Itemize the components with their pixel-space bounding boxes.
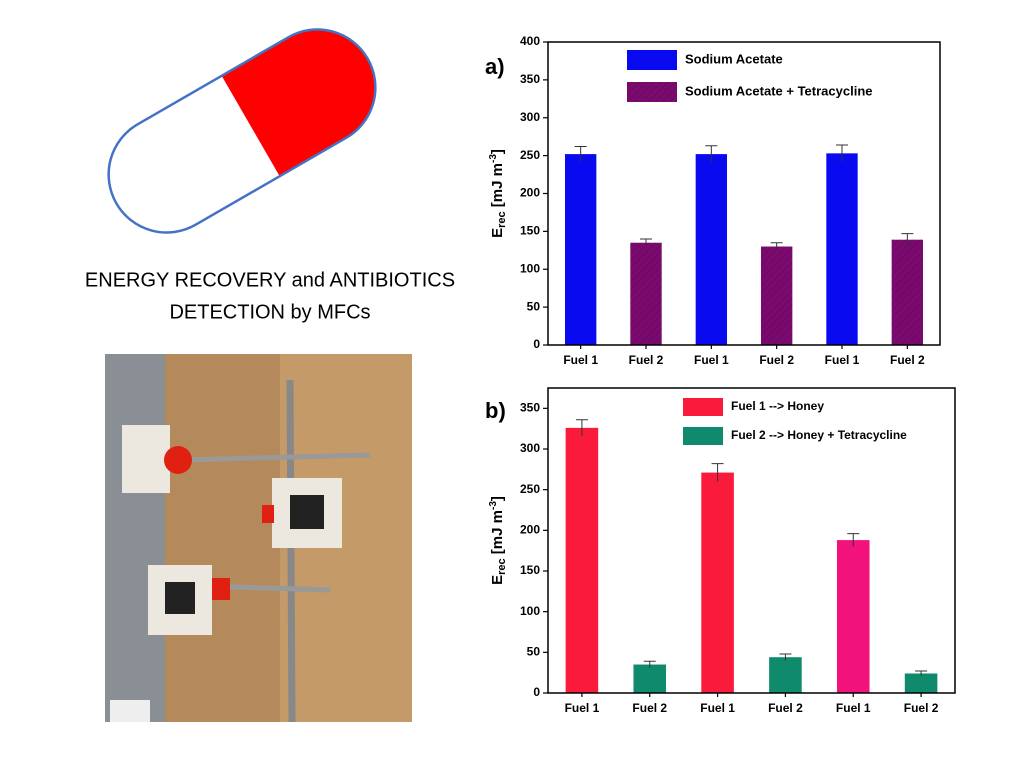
- bar: [633, 664, 667, 693]
- bar: [769, 657, 802, 693]
- y-tick-label: 350: [520, 401, 540, 415]
- capsule: [107, 28, 377, 234]
- x-tick-label: Fuel 1: [836, 701, 871, 715]
- legend-label: Fuel 1 --> Honey: [731, 399, 824, 413]
- y-axis-label-part: E: [489, 228, 506, 238]
- y-tick-label: 0: [533, 337, 540, 351]
- panel-label: b): [485, 398, 506, 423]
- y-axis-label: Erec [mJ m-3]: [488, 149, 508, 238]
- error-bar: [915, 670, 928, 676]
- bar: [826, 153, 858, 345]
- x-tick-label: Fuel 2: [759, 353, 794, 367]
- y-axis-label-part: -3: [488, 501, 499, 510]
- error-bar: [575, 419, 588, 436]
- error-bar: [574, 146, 587, 162]
- y-tick-label: 200: [520, 186, 540, 200]
- bar-hatch: [891, 239, 924, 345]
- y-tick-label: 250: [520, 148, 540, 162]
- x-tick-label: Fuel 2: [890, 353, 925, 367]
- caption-line: DETECTION by MFCs: [169, 301, 370, 323]
- bar: [564, 154, 597, 345]
- error-bar: [705, 145, 718, 163]
- y-axis-label-part: rec: [496, 558, 508, 575]
- y-axis-label: Erec [mJ m-3]: [488, 496, 508, 585]
- y-tick-label: 150: [520, 563, 540, 577]
- bar: [904, 673, 938, 693]
- error-bar: [901, 233, 914, 246]
- y-axis-label-part: [mJ m: [489, 163, 506, 211]
- error-bar: [847, 533, 860, 547]
- error-bar: [640, 238, 652, 247]
- x-tick-label: Fuel 1: [700, 701, 735, 715]
- y-axis-label-part: rec: [496, 211, 508, 228]
- x-tick-label: Fuel 2: [632, 701, 667, 715]
- error-bar: [779, 653, 792, 661]
- legend-label: Sodium Acetate + Tetracycline: [685, 83, 872, 98]
- photo: [105, 354, 412, 723]
- x-tick-label: Fuel 1: [825, 353, 860, 367]
- error-bar: [711, 463, 724, 482]
- legend-label: Fuel 2 --> Honey + Tetracycline: [731, 428, 907, 442]
- bar-hatch: [760, 246, 793, 345]
- x-tick-label: Fuel 1: [563, 353, 598, 367]
- legend-swatch: [683, 398, 723, 416]
- y-tick-label: 200: [520, 523, 540, 537]
- x-tick-label: Fuel 2: [904, 701, 939, 715]
- y-tick-label: 300: [520, 110, 540, 124]
- panel-label: a): [485, 54, 505, 79]
- x-tick-label: Fuel 1: [565, 701, 600, 715]
- legend-hatch: [627, 82, 677, 102]
- error-bar: [643, 660, 656, 668]
- legend-swatch: [627, 50, 677, 70]
- y-tick-label: 50: [527, 645, 541, 659]
- x-tick-label: Fuel 2: [629, 353, 664, 367]
- y-tick-label: 250: [520, 482, 540, 496]
- y-tick-label: 300: [520, 441, 540, 455]
- y-tick-label: 0: [533, 685, 540, 699]
- bar: [836, 540, 870, 693]
- bar: [565, 427, 599, 693]
- y-tick-label: 400: [520, 34, 540, 48]
- y-axis-label-part: ]: [489, 149, 506, 154]
- error-bar: [770, 242, 783, 251]
- axis-frame: [547, 387, 956, 694]
- y-axis-label-part: ]: [489, 496, 506, 501]
- y-tick-label: 100: [520, 261, 540, 275]
- error-bar: [836, 144, 848, 162]
- y-axis-label-part: [mJ m: [489, 510, 506, 558]
- x-tick-label: Fuel 2: [768, 701, 803, 715]
- bar-hatch: [630, 242, 662, 345]
- bar: [701, 472, 734, 693]
- y-tick-label: 350: [520, 72, 540, 86]
- y-axis-label-part: E: [489, 575, 506, 585]
- y-tick-label: 50: [527, 299, 541, 313]
- bar: [695, 154, 728, 345]
- y-tick-label: 100: [520, 604, 540, 618]
- legend-swatch: [683, 427, 723, 445]
- x-tick-label: Fuel 1: [694, 353, 729, 367]
- caption-line: ENERGY RECOVERY and ANTIBIOTICS: [85, 269, 455, 291]
- legend-label: Sodium Acetate: [685, 51, 783, 66]
- y-axis-label-part: -3: [488, 154, 499, 163]
- y-tick-label: 150: [520, 224, 540, 238]
